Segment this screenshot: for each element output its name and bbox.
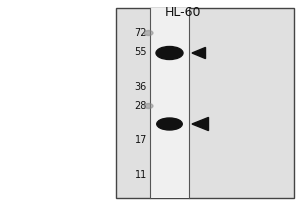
Text: 28: 28	[135, 101, 147, 111]
Text: 11: 11	[135, 170, 147, 180]
Ellipse shape	[156, 46, 183, 60]
Text: 36: 36	[135, 82, 147, 92]
Ellipse shape	[144, 30, 153, 36]
Text: 55: 55	[134, 47, 147, 57]
Polygon shape	[192, 47, 206, 59]
Polygon shape	[192, 117, 208, 131]
Text: 72: 72	[134, 28, 147, 38]
Text: 17: 17	[135, 135, 147, 145]
Text: HL-60: HL-60	[165, 6, 201, 20]
Ellipse shape	[144, 104, 153, 108]
Ellipse shape	[157, 118, 182, 130]
Bar	[150, 8, 189, 198]
Bar	[116, 8, 294, 198]
